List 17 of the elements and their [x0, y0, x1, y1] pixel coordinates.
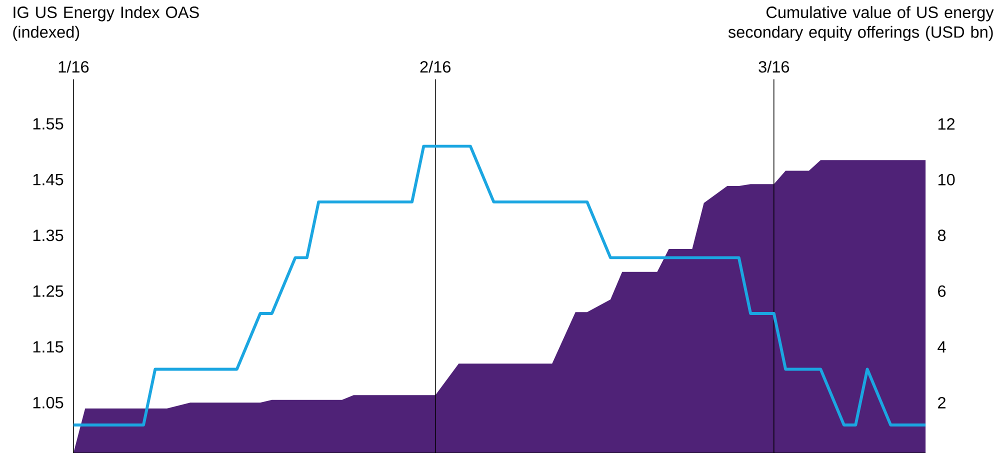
y2-tick-label: 6	[938, 285, 946, 297]
x-tick-label: 2/16	[420, 60, 450, 73]
y2-tick-label: 4	[938, 341, 946, 353]
y-tick-label: 1.45	[33, 174, 64, 186]
y-tick-label: 1.15	[33, 341, 64, 353]
y2-axis-title: Cumulative value of US energy secondary equity offerings (USD bn)	[728, 6, 994, 42]
y2-tick-label: 12	[938, 118, 955, 130]
y-tick-label: 1.35	[33, 230, 64, 242]
x-tick-label: 3/16	[758, 60, 790, 73]
y-tick-label: 1.55	[33, 118, 64, 130]
x-tick-label: 1/16	[58, 60, 89, 73]
y-axis-title: IG US Energy Index OAS (indexed)	[13, 6, 199, 42]
y2-tick-label: 10	[938, 174, 955, 186]
y2-tick-label: 8	[938, 230, 946, 242]
y2-tick-label: 2	[938, 397, 946, 408]
y-tick-label: 1.05	[33, 396, 64, 409]
y-tick-label: 1.25	[33, 285, 64, 297]
